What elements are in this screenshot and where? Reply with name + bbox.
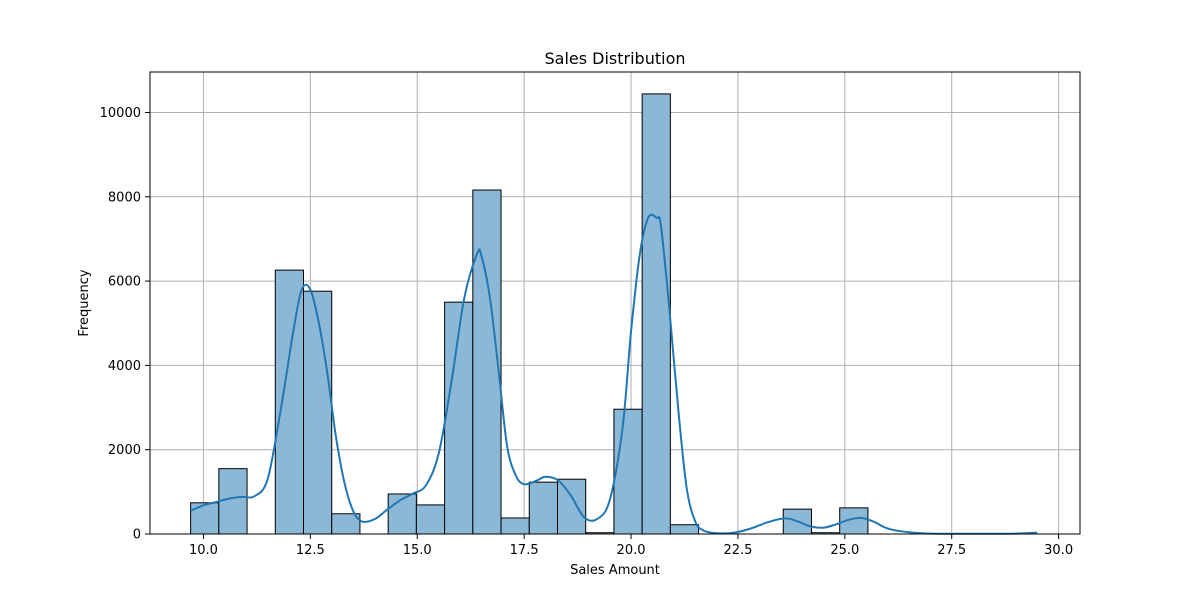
chart-title: Sales Distribution [544, 49, 685, 68]
histogram-bar [500, 517, 530, 535]
x-tick-label: 20.0 [617, 543, 646, 558]
y-tick-label: 6000 [108, 275, 141, 290]
histogram-bar [472, 189, 502, 535]
y-tick-label: 0 [133, 528, 141, 543]
y-tick-label: 4000 [108, 359, 141, 374]
histogram-bar [303, 290, 333, 535]
y-axis-title: Frequency [77, 269, 92, 336]
x-axis-title: Sales Amount [570, 563, 660, 578]
histogram-bar [641, 93, 671, 535]
histogram-bar [218, 468, 248, 535]
plot-frame [149, 71, 1081, 535]
kde-curve [190, 213, 1038, 535]
histogram-bar [669, 524, 700, 535]
x-tick-label: 17.5 [510, 543, 539, 558]
histogram-bar [528, 481, 558, 535]
x-tick-label: 25.0 [830, 543, 859, 558]
x-tick-label: 15.0 [403, 543, 432, 558]
y-axis-ticks: 0 2000 4000 6000 8000 10000 [100, 106, 150, 543]
x-tick-label: 30.0 [1044, 543, 1073, 558]
x-axis-ticks: 10.0 12.5 15.0 17.5 20.0 22.5 25.0 27.5 30.0 [189, 534, 1073, 558]
histogram-bar [274, 269, 305, 535]
x-tick-label: 22.5 [723, 543, 752, 558]
histogram-bar [556, 478, 587, 535]
x-tick-label: 12.5 [296, 543, 325, 558]
y-tick-label: 2000 [108, 443, 141, 458]
kde-curve-layer [190, 213, 1038, 535]
x-tick-label: 27.5 [937, 543, 966, 558]
y-tick-label: 8000 [108, 190, 141, 205]
histogram-bar [190, 502, 220, 535]
histogram-bar [613, 408, 643, 535]
histogram-bar [415, 504, 446, 535]
y-tick-label: 10000 [100, 106, 141, 121]
x-tick-label: 10.0 [189, 543, 218, 558]
